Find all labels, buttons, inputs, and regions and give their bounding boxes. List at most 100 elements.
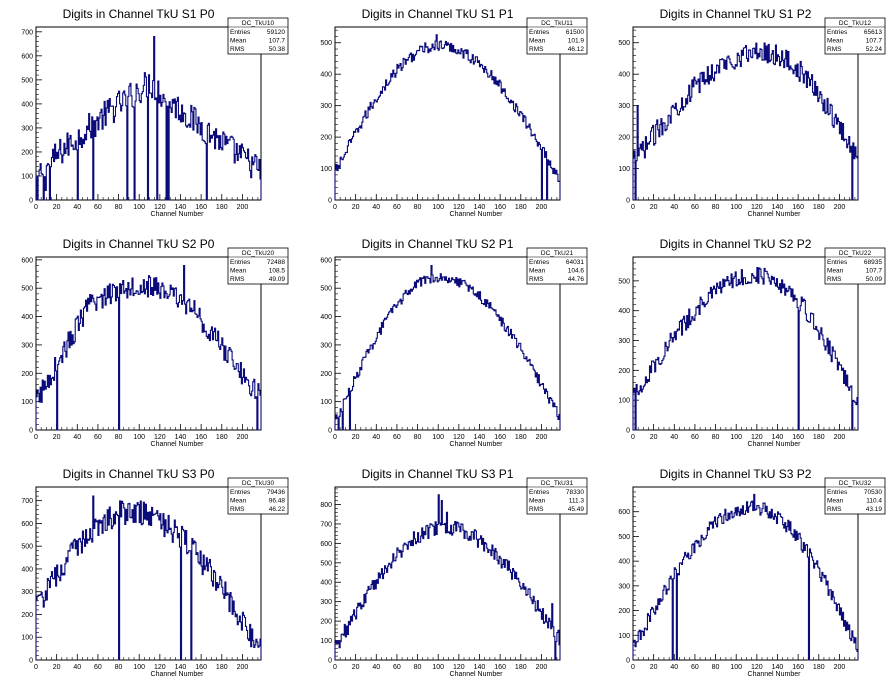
x-tick-label: 0 bbox=[34, 434, 38, 441]
histogram-series bbox=[35, 495, 262, 661]
y-tick-label: 200 bbox=[21, 371, 33, 378]
y-tick-label: 800 bbox=[320, 502, 332, 509]
stats-value-entries: 72488 bbox=[267, 259, 285, 266]
x-tick-label: 120 bbox=[751, 434, 763, 441]
x-tick-label: 180 bbox=[216, 204, 228, 211]
y-tick-label: 700 bbox=[320, 521, 332, 528]
y-tick-label: 0 bbox=[626, 658, 630, 665]
x-axis-label: Channel Number bbox=[450, 211, 504, 218]
histogram-panel-1: Digits in Channel TkU S1 P0 0 20 40 60 80 100 1… bbox=[21, 7, 289, 218]
x-tick-label: 200 bbox=[834, 204, 846, 211]
y-tick-label: 200 bbox=[320, 371, 332, 378]
stats-box: DC_TkU12 Entries 65613 Mean 107.7 RMS 52.24 bbox=[824, 17, 886, 55]
stats-value-rms: 50.38 bbox=[269, 46, 286, 53]
stats-label-mean: Mean bbox=[827, 268, 844, 275]
x-tick-label: 200 bbox=[536, 434, 548, 441]
stats-label-rms: RMS bbox=[529, 276, 544, 283]
stats-label-rms: RMS bbox=[827, 46, 842, 53]
x-tick-label: 20 bbox=[650, 204, 658, 211]
x-tick-label: 160 bbox=[195, 434, 207, 441]
stats-value-rms: 46.12 bbox=[568, 46, 585, 53]
x-tick-label: 100 bbox=[432, 204, 444, 211]
stats-name: DC_TkU31 bbox=[541, 480, 574, 487]
x-tick-label: 80 bbox=[414, 664, 422, 671]
stats-box-frame bbox=[227, 247, 289, 285]
panel-title: Digits in Channel TkU S1 P2 bbox=[660, 7, 812, 21]
stats-value-rms: 43.19 bbox=[866, 506, 883, 513]
x-tick-label: 20 bbox=[650, 664, 658, 671]
plot-frame bbox=[334, 26, 561, 201]
x-tick-label: 40 bbox=[372, 204, 380, 211]
stats-label-rms: RMS bbox=[230, 276, 245, 283]
x-tick-label: 40 bbox=[670, 204, 678, 211]
stats-box-frame bbox=[526, 17, 588, 55]
stats-value-mean: 110.4 bbox=[866, 498, 882, 505]
histogram-series bbox=[334, 264, 561, 431]
stats-box-frame bbox=[526, 477, 588, 515]
y-tick-label: 200 bbox=[618, 608, 630, 615]
y-tick-label: 300 bbox=[320, 342, 332, 349]
x-tick-label: 80 bbox=[115, 204, 123, 211]
y-tick-label: 500 bbox=[618, 534, 630, 541]
stats-value-entries: 79436 bbox=[267, 489, 285, 496]
stats-name: DC_TkU22 bbox=[839, 250, 872, 257]
stats-label-entries: Entries bbox=[529, 29, 550, 36]
x-tick-label: 160 bbox=[494, 664, 506, 671]
x-tick-label: 60 bbox=[691, 664, 699, 671]
plot-frame bbox=[334, 486, 561, 661]
x-tick-label: 140 bbox=[175, 204, 187, 211]
plot-frame bbox=[35, 256, 262, 431]
y-tick-label: 0 bbox=[328, 198, 332, 205]
stats-box: DC_TkU30 Entries 79436 Mean 96.48 RMS 46.22 bbox=[227, 477, 289, 515]
y-tick-label: 100 bbox=[320, 399, 332, 406]
x-tick-label: 140 bbox=[474, 204, 486, 211]
y-tick-label: 100 bbox=[618, 398, 630, 405]
stats-label-mean: Mean bbox=[230, 268, 247, 275]
x-tick-label: 200 bbox=[237, 664, 249, 671]
stats-label-entries: Entries bbox=[230, 489, 251, 496]
stats-label-mean: Mean bbox=[827, 498, 844, 505]
stats-value-entries: 59120 bbox=[267, 29, 285, 36]
stats-label-rms: RMS bbox=[529, 506, 544, 513]
y-tick-label: 500 bbox=[618, 40, 630, 47]
stats-name: DC_TkU20 bbox=[242, 250, 275, 257]
y-tick-label: 400 bbox=[21, 314, 33, 321]
x-axis-label: Channel Number bbox=[450, 671, 504, 678]
x-tick-label: 40 bbox=[73, 434, 81, 441]
x-tick-label: 180 bbox=[813, 204, 825, 211]
stats-box: DC_TkU22 Entries 68935 Mean 107.7 RMS 50.09 bbox=[824, 247, 886, 285]
y-tick-label: 0 bbox=[328, 658, 332, 665]
y-tick-label: 100 bbox=[21, 173, 33, 180]
stats-label-mean: Mean bbox=[529, 498, 546, 505]
y-tick-label: 200 bbox=[320, 135, 332, 142]
y-tick-label: 300 bbox=[618, 103, 630, 110]
x-tick-label: 160 bbox=[792, 434, 804, 441]
x-tick-label: 0 bbox=[333, 204, 337, 211]
x-tick-label: 100 bbox=[133, 204, 145, 211]
y-tick-label: 200 bbox=[21, 149, 33, 156]
y-tick-label: 200 bbox=[618, 135, 630, 142]
plot-frame bbox=[632, 256, 859, 431]
x-tick-label: 160 bbox=[494, 434, 506, 441]
x-tick-label: 140 bbox=[175, 664, 187, 671]
x-tick-label: 120 bbox=[154, 434, 166, 441]
stats-label-mean: Mean bbox=[529, 268, 546, 275]
x-tick-label: 180 bbox=[216, 664, 228, 671]
x-tick-label: 120 bbox=[751, 204, 763, 211]
x-tick-label: 20 bbox=[352, 204, 360, 211]
x-axis-label: Channel Number bbox=[151, 211, 205, 218]
y-tick-label: 600 bbox=[21, 257, 33, 264]
x-tick-label: 120 bbox=[751, 664, 763, 671]
stats-value-rms: 50.09 bbox=[866, 276, 883, 283]
x-tick-label: 180 bbox=[216, 434, 228, 441]
y-tick-label: 0 bbox=[626, 198, 630, 205]
y-tick-label: 0 bbox=[328, 428, 332, 435]
stats-box-frame bbox=[227, 17, 289, 55]
stats-label-entries: Entries bbox=[230, 29, 251, 36]
y-tick-label: 500 bbox=[618, 278, 630, 285]
y-tick-label: 0 bbox=[29, 428, 33, 435]
stats-value-entries: 61500 bbox=[566, 29, 584, 36]
stats-value-entries: 70530 bbox=[864, 489, 882, 496]
y-tick-label: 100 bbox=[21, 399, 33, 406]
stats-name: DC_TkU11 bbox=[541, 20, 573, 27]
